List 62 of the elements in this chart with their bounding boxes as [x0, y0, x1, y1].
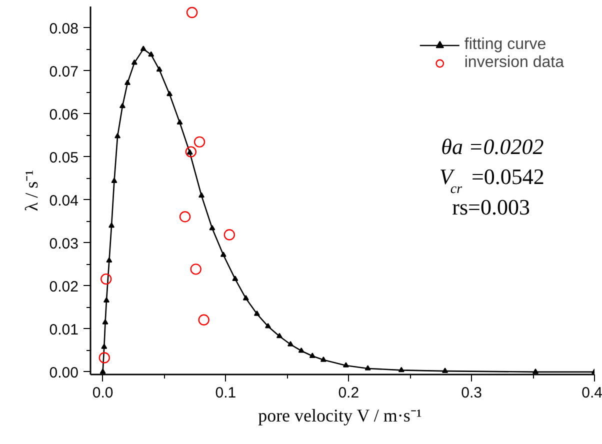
- point: [131, 59, 138, 65]
- legend-label: fitting curve: [464, 36, 546, 54]
- point: [114, 132, 121, 138]
- point: [442, 368, 448, 374]
- point: [254, 310, 260, 316]
- x-tick-label: 0.2: [338, 384, 360, 402]
- point: [532, 368, 538, 374]
- y-tick-label: 0.00: [49, 364, 79, 382]
- point: [398, 366, 404, 372]
- point: [364, 365, 371, 370]
- point: [124, 80, 130, 85]
- point: [179, 211, 191, 222]
- y-tick-label: 0.03: [49, 235, 79, 252]
- y-tick-label: 0.01: [49, 321, 79, 338]
- point: [106, 257, 112, 263]
- y-tick-label: 0.05: [49, 149, 79, 166]
- point: [198, 314, 210, 326]
- x-axis-title: pore velocity V / m·s⁻¹: [258, 406, 422, 426]
- y-axis-title: λ / s⁻¹: [21, 170, 42, 212]
- point: [288, 341, 294, 346]
- point: [242, 295, 249, 300]
- point: [140, 46, 146, 52]
- point: [320, 356, 326, 362]
- point: [224, 229, 236, 240]
- point: [190, 264, 202, 275]
- point: [298, 347, 304, 353]
- point: [166, 90, 173, 96]
- point: [102, 319, 108, 324]
- point: [98, 352, 110, 364]
- point: [111, 178, 118, 183]
- y-tick-label: 0.06: [49, 106, 79, 124]
- y-tick-label: 0.04: [49, 192, 79, 210]
- x-tick-label: 0.1: [215, 384, 236, 402]
- y-tick-label: 0.02: [49, 278, 79, 296]
- point: [276, 332, 282, 338]
- annotation: rs=0.003: [452, 194, 530, 220]
- point: [265, 322, 272, 328]
- point: [148, 51, 154, 57]
- point: [100, 273, 112, 285]
- point: [101, 344, 108, 349]
- legend-label: inversion data: [464, 54, 564, 72]
- point: [198, 192, 205, 198]
- x-tick-label: 0.3: [461, 384, 482, 402]
- point: [103, 297, 110, 302]
- x-tick-label: 0.4: [582, 384, 602, 402]
- point: [342, 362, 349, 368]
- point: [186, 6, 198, 18]
- point: [100, 368, 106, 374]
- point: [108, 222, 115, 228]
- point: [185, 146, 197, 158]
- y-tick-label: 0.08: [49, 20, 79, 38]
- point: [119, 102, 126, 108]
- point: [156, 66, 162, 72]
- point: [220, 252, 226, 257]
- point: [232, 276, 238, 282]
- point: [209, 224, 216, 230]
- point: [176, 119, 183, 125]
- annotation: θa =0.0202: [441, 134, 544, 160]
- y-tick-label: 0.07: [49, 63, 79, 80]
- point: [194, 136, 206, 148]
- point: [309, 352, 316, 358]
- x-tick-label: 0.0: [92, 384, 114, 402]
